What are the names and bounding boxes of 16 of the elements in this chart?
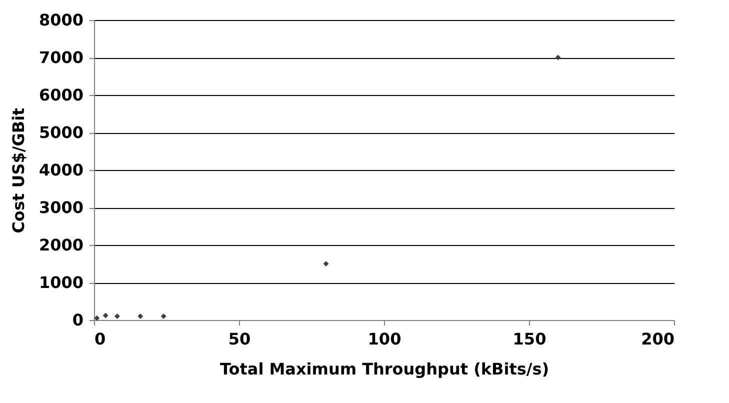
x-tick-label: 0: [94, 330, 106, 348]
y-tick-label: 2000: [38, 236, 84, 254]
y-tick-label: 3000: [38, 198, 84, 217]
y-tick-label: 4000: [38, 160, 84, 180]
x-axis-title: Total Maximum Throughput (kBits/s): [220, 360, 550, 378]
y-tick-label: 0: [72, 310, 84, 330]
x-tick-label: 150: [512, 330, 546, 348]
x-tick-label: 50: [228, 330, 251, 348]
y-tick-label: 5000: [38, 123, 84, 142]
x-tick-label: 200: [641, 330, 674, 348]
y-tick-label: 6000: [38, 86, 84, 104]
y-tick-label: 1000: [38, 273, 84, 292]
y-tick-label: 8000: [38, 10, 84, 30]
y-axis-title: Cost US$/GBit: [8, 107, 28, 234]
y-tick-label: 7000: [38, 48, 84, 67]
x-tick-label: 100: [368, 330, 402, 348]
